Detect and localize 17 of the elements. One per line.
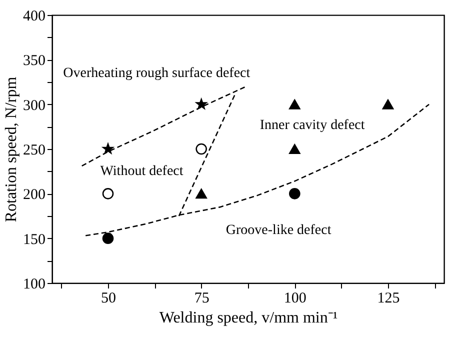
annotation: Inner cavity defect (260, 118, 365, 133)
x-tick-label: 125 (377, 290, 400, 306)
y-tick-label: 350 (23, 53, 46, 70)
annotation: Overheating rough surface defect (63, 66, 250, 82)
x-tick-label: 100 (284, 290, 306, 306)
x-axis-title: Welding speed, v/mm min⁻¹ (159, 310, 338, 326)
y-tick-label: 250 (23, 142, 46, 158)
x-tick-label: 50 (101, 290, 116, 306)
y-tick-label: 300 (23, 98, 46, 114)
y-tick-label: 150 (23, 232, 46, 248)
y-tick-label: 200 (23, 187, 46, 204)
annotation: Groove-like defect (226, 223, 332, 238)
x-tick-label: 75 (194, 290, 210, 306)
y-tick-label: 400 (23, 8, 46, 24)
y-axis-title: Rotation speed, N/rpm (3, 76, 20, 222)
y-tick-label: 100 (23, 276, 46, 292)
annotation: Without defect (100, 164, 184, 180)
